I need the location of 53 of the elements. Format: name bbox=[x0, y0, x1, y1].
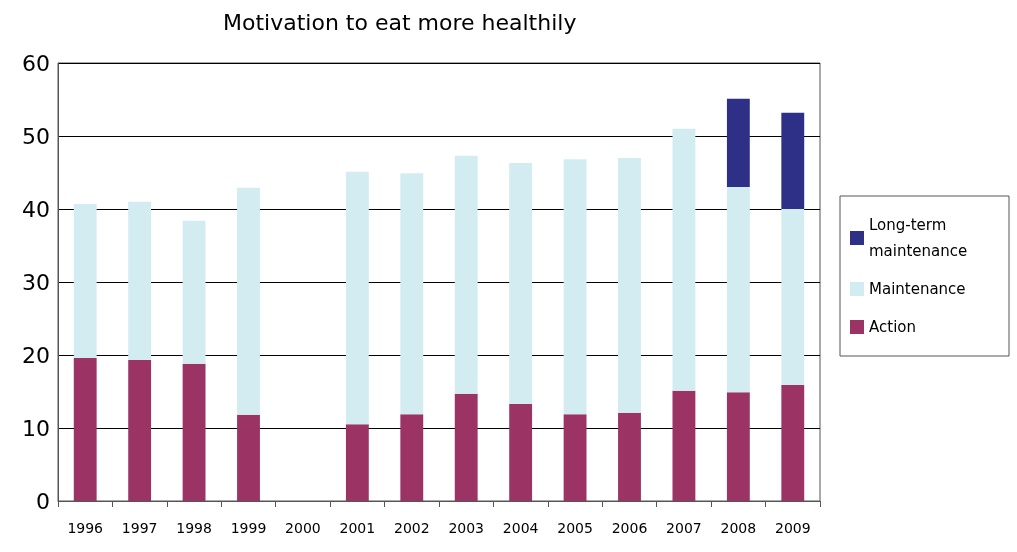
bar bbox=[509, 403, 533, 501]
bar bbox=[726, 392, 750, 501]
y-tick-label: 0 bbox=[36, 488, 50, 514]
x-tick-label: 2003 bbox=[448, 520, 485, 536]
bar bbox=[618, 412, 641, 501]
bar bbox=[400, 173, 424, 415]
bar bbox=[672, 128, 696, 391]
x-tick-label: 1996 bbox=[67, 520, 104, 536]
bar bbox=[237, 187, 260, 415]
bar bbox=[454, 393, 478, 501]
y-tick-label: 10 bbox=[22, 415, 50, 441]
legend-label: Long-term maintenance bbox=[869, 216, 968, 260]
x-tick-label: 2001 bbox=[339, 520, 376, 536]
x-tick-label: 1998 bbox=[176, 520, 212, 536]
y-tick-label: 50 bbox=[22, 123, 50, 149]
bar bbox=[781, 209, 805, 385]
x-tick-label: 2006 bbox=[611, 520, 648, 536]
bar bbox=[781, 112, 805, 209]
bar bbox=[672, 390, 696, 501]
bar bbox=[345, 424, 369, 501]
bar bbox=[563, 414, 587, 501]
bar bbox=[509, 163, 533, 404]
x-tick-label: 2005 bbox=[557, 520, 593, 536]
y-tick-label: 60 bbox=[22, 50, 50, 76]
bar bbox=[726, 187, 750, 393]
bar bbox=[563, 159, 587, 415]
chart-title: Motivation to eat more healthily bbox=[223, 9, 577, 35]
bar bbox=[182, 220, 206, 364]
bar bbox=[73, 203, 97, 358]
x-tick-label: 2004 bbox=[502, 520, 539, 536]
bar bbox=[781, 384, 805, 501]
bar bbox=[400, 414, 424, 501]
bar bbox=[73, 357, 97, 501]
x-tick-label: 1997 bbox=[121, 520, 158, 536]
bar bbox=[128, 360, 152, 501]
x-tick-label: 2002 bbox=[393, 520, 430, 536]
x-tick-label: 2009 bbox=[774, 520, 811, 536]
bar bbox=[618, 157, 641, 413]
x-tick-label: 2008 bbox=[720, 520, 757, 536]
bar bbox=[182, 363, 206, 501]
bar bbox=[726, 98, 750, 188]
bar bbox=[454, 155, 478, 394]
x-tick-label: 1999 bbox=[230, 520, 267, 536]
y-tick-label: 40 bbox=[22, 196, 50, 222]
bar bbox=[128, 201, 152, 361]
x-tick-label: 2007 bbox=[666, 520, 702, 536]
bar bbox=[345, 171, 369, 425]
x-tick-label: 2000 bbox=[285, 520, 321, 536]
y-tick-label: 20 bbox=[22, 342, 50, 368]
y-tick-label: 30 bbox=[22, 269, 50, 295]
legend-label: Action bbox=[869, 318, 916, 336]
legend-label: Maintenance bbox=[869, 280, 966, 298]
bar bbox=[237, 414, 260, 501]
